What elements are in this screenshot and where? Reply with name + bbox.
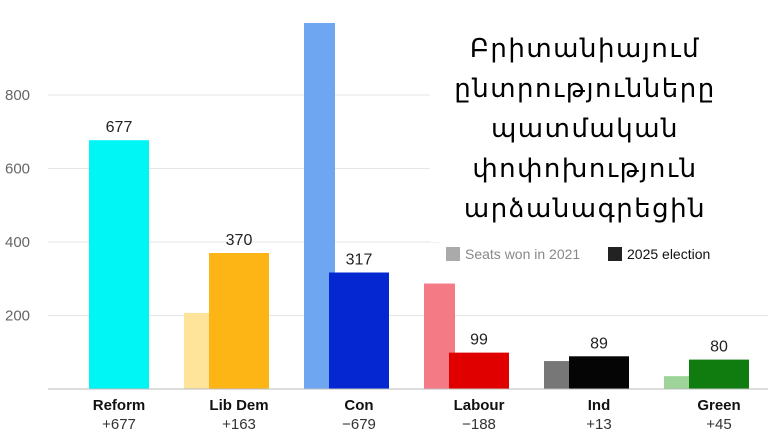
data-label: 89: [590, 335, 608, 352]
bar-2025-ind: [569, 356, 629, 389]
data-label: 317: [346, 252, 373, 269]
title-line: արձանագրեցին: [464, 194, 706, 224]
bar-2025-lib-dem: [209, 253, 269, 389]
category-label: Labour: [454, 397, 505, 414]
legend: Seats won in 2021 2025 election: [440, 240, 770, 270]
bar-2025-labour: [449, 352, 509, 389]
bar-2025-reform: [89, 140, 149, 389]
category-label: Ind: [588, 397, 611, 414]
data-label: 677: [106, 119, 133, 136]
bars: [89, 22, 749, 389]
chart-title: Բրիտանիայում ընտրությունները պատմական փոփոխ…: [430, 30, 775, 242]
title-line: ընտրությունները: [454, 74, 715, 104]
legend-label: 2025 election: [627, 246, 710, 262]
data-label: 80: [710, 339, 728, 356]
y-tick-label: 200: [5, 308, 30, 325]
bar-2025-green: [689, 359, 749, 389]
change-label: +677: [102, 416, 136, 433]
change-label: −188: [462, 416, 496, 433]
category-label: Con: [344, 397, 373, 414]
title-line: փոփոխություն: [472, 154, 697, 184]
category-label: Lib Dem: [209, 397, 268, 414]
y-axis-ticks: 200 400 600 800: [5, 87, 30, 325]
legend-background: [440, 240, 770, 270]
legend-swatch: [608, 247, 622, 261]
category-labels: Reform +677 Lib Dem +163 Con −679 Labour −188 In…: [93, 397, 741, 433]
title-background: [430, 30, 775, 242]
bar-2021-green: [664, 376, 695, 389]
y-tick-label: 400: [5, 234, 30, 251]
legend-swatch: [446, 247, 460, 261]
change-label: +13: [586, 416, 611, 433]
bar-2025-con: [329, 272, 389, 389]
y-tick-label: 600: [5, 161, 30, 178]
y-tick-label: 800: [5, 87, 30, 104]
legend-label: Seats won in 2021: [465, 246, 580, 262]
data-labels: 677 370 317 99 89 80: [106, 119, 728, 355]
title-line: Բրիտանիայում: [470, 34, 700, 64]
category-label: Green: [697, 397, 740, 414]
change-label: +45: [706, 416, 731, 433]
title-line: պատմական: [491, 114, 679, 144]
change-label: −679: [342, 416, 376, 433]
category-label: Reform: [93, 397, 146, 414]
change-label: +163: [222, 416, 256, 433]
data-label: 370: [226, 232, 253, 249]
data-label: 99: [470, 332, 488, 349]
